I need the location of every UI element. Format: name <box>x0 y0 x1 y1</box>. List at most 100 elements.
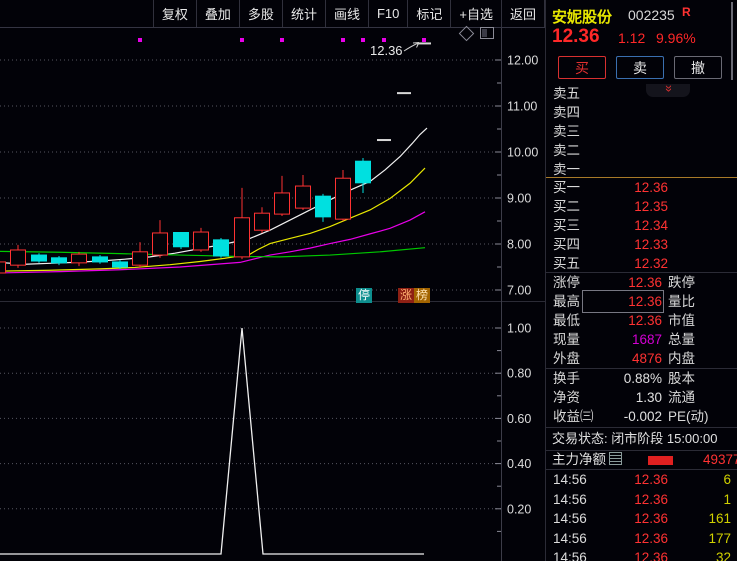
tick-row: 14:56 12.36 32 <box>546 548 737 561</box>
sell-row[interactable]: 卖一 <box>546 160 737 179</box>
signal-dot <box>240 38 244 42</box>
scrollbar[interactable] <box>731 2 733 80</box>
stock-name: 安妮股份 <box>552 9 613 26</box>
sell-row[interactable]: 卖三 <box>546 122 737 141</box>
stat-value: -0.002 <box>623 409 662 424</box>
stat-value: 12.36 <box>628 313 662 328</box>
stat-row: 最高 12.36 量比 <box>546 290 737 313</box>
candle-up <box>274 192 290 215</box>
buy-level-price: 12.33 <box>634 237 668 252</box>
candle-up <box>193 231 209 251</box>
buy-level-label: 买一 <box>553 180 580 195</box>
signal-dot <box>361 38 365 42</box>
stat-value: 12.36 <box>628 275 662 290</box>
signal-dot <box>280 38 284 42</box>
last-price-chart-label: 12.36 <box>370 43 403 58</box>
trading-status: 交易状态: 闭市阶段 15:00:00 <box>546 428 737 450</box>
buy-level-price: 12.35 <box>634 199 668 214</box>
stat-label-2: 量比 <box>668 294 695 309</box>
cancel-order-button[interactable]: 撤 <box>674 56 722 79</box>
stat-row: 涨停 12.36 跌停 <box>546 273 737 292</box>
buy-level-price: 12.34 <box>634 218 668 233</box>
buy-row[interactable]: 买一 12.36 <box>546 178 737 197</box>
indicator-chart[interactable]: 1.00 0.80 0.60 0.40 0.20 <box>0 301 545 561</box>
stat-value: 0.88% <box>623 371 662 386</box>
tick-row: 14:56 12.36 161 <box>546 509 737 528</box>
stat-value: 4876 <box>631 351 662 366</box>
stat-label: 净资 <box>553 390 580 405</box>
buy-row[interactable]: 买五 12.32 <box>546 254 737 273</box>
collapse-tab[interactable]: « <box>646 84 690 97</box>
candlestick-chart[interactable]: 12.00 11.00 10.00 9.00 8.00 7.00 12.36 <box>0 28 545 301</box>
divider <box>546 427 737 428</box>
toolbar-button-返回[interactable]: 返回 <box>502 0 545 27</box>
ma-white <box>0 127 428 265</box>
candle-up <box>335 177 351 220</box>
tick-volume: 32 <box>715 550 731 561</box>
svg-text:0.80: 0.80 <box>507 367 531 381</box>
price-change-percent: 9.96% <box>656 30 696 46</box>
divider <box>546 469 737 470</box>
toolbar-button-复权[interactable]: 复权 <box>154 0 197 27</box>
main-net-label: 主力净额 <box>552 452 606 467</box>
book-separator <box>546 177 737 178</box>
stat-label: 现量 <box>553 332 580 347</box>
svg-text:7.00: 7.00 <box>507 284 531 298</box>
status-value: 闭市阶段 15:00:00 <box>611 431 718 446</box>
svg-text:0.60: 0.60 <box>507 412 531 426</box>
candle-down <box>355 160 371 184</box>
tick-time: 14:56 <box>553 550 587 561</box>
candle-down <box>112 261 128 268</box>
buy-level-label: 买五 <box>553 256 580 271</box>
stat-label-2: 股本 <box>668 371 695 386</box>
candle-up <box>0 261 6 274</box>
sell-level-label: 卖五 <box>553 86 580 101</box>
chart-corner-icons <box>458 25 494 41</box>
buy-button[interactable]: 买 <box>558 56 606 79</box>
flat-candle <box>397 92 411 95</box>
toolbar-button-叠加[interactable]: 叠加 <box>197 0 240 27</box>
sell-row[interactable]: 卖二 <box>546 141 737 160</box>
buy-row[interactable]: 买三 12.34 <box>546 216 737 235</box>
chart-badge-涨: 涨 <box>398 288 415 303</box>
stat-label: 最低 <box>553 313 580 328</box>
sell-button[interactable]: 卖 <box>616 56 664 79</box>
tick-price: 12.36 <box>634 511 668 526</box>
toolbar-button-画线[interactable]: 画线 <box>326 0 369 27</box>
buy-row[interactable]: 买二 12.35 <box>546 197 737 216</box>
candle-up <box>152 232 168 256</box>
stock-code: 002235 <box>628 7 675 23</box>
sell-level-label: 卖三 <box>553 124 580 139</box>
buy-row[interactable]: 买四 12.33 <box>546 235 737 254</box>
stat-label-2: PE(动) <box>668 409 709 424</box>
tick-price: 12.36 <box>634 530 668 546</box>
toolbar-button-标记[interactable]: 标记 <box>408 0 452 27</box>
sell-level-label: 卖二 <box>553 143 580 158</box>
toolbar-button-+自选[interactable]: +自选 <box>451 0 502 27</box>
candle-up <box>10 249 26 266</box>
toolbar-button-统计[interactable]: 统计 <box>283 0 326 27</box>
margin-tag: R <box>682 5 691 19</box>
tick-row: 14:56 12.36 177 <box>546 529 737 548</box>
svg-text:1.00: 1.00 <box>507 322 531 336</box>
buy-level-label: 买四 <box>553 237 580 252</box>
sell-row[interactable]: 卖五 <box>546 84 737 103</box>
svg-text:10.00: 10.00 <box>507 146 538 160</box>
tick-time: 14:56 <box>553 511 587 526</box>
sell-row[interactable]: 卖四 <box>546 103 737 122</box>
stat-label: 换手 <box>553 371 580 386</box>
candle-down <box>31 254 47 262</box>
stat-label: 收益㈢ <box>553 409 594 424</box>
main-force-net-row[interactable]: 主力净额 49377 <box>546 451 737 469</box>
signal-dot <box>138 38 142 42</box>
toolbar-button-F10[interactable]: F10 <box>369 0 409 27</box>
toolbar-button-多股[interactable]: 多股 <box>240 0 283 27</box>
candle-up <box>234 217 250 258</box>
status-label: 交易状态: <box>552 431 608 446</box>
candle-down <box>213 239 229 257</box>
stat-label-2: 内盘 <box>668 351 695 366</box>
panel-layout-icon[interactable] <box>480 27 494 39</box>
chart-badge-榜: 榜 <box>414 288 431 303</box>
stat-label-2: 总量 <box>668 332 695 347</box>
divider <box>546 450 737 451</box>
